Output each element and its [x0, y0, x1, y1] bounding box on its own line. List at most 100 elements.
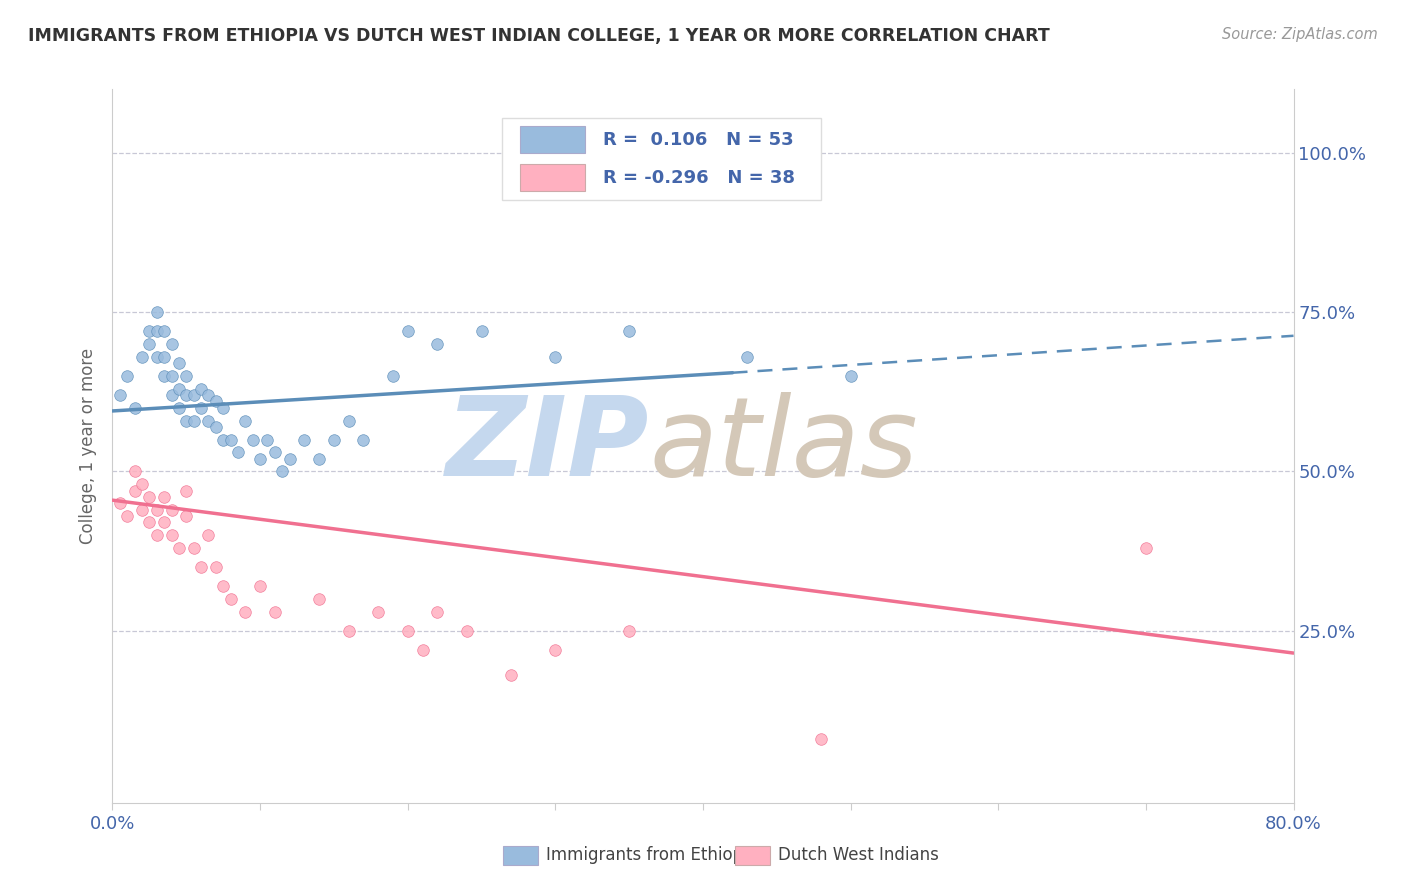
Point — [167, 401, 190, 415]
Point — [138, 516, 160, 530]
Point — [352, 433, 374, 447]
Point — [197, 528, 219, 542]
Text: ZIP: ZIP — [446, 392, 650, 500]
Point — [544, 643, 567, 657]
Point — [544, 350, 567, 364]
Point — [367, 605, 389, 619]
Point — [160, 337, 183, 351]
Point — [205, 420, 228, 434]
Point — [153, 350, 176, 364]
Point — [117, 509, 138, 524]
Point — [308, 591, 330, 606]
Point — [456, 624, 478, 638]
Point — [271, 465, 294, 479]
Point — [411, 643, 433, 657]
Text: R =  0.106   N = 53: R = 0.106 N = 53 — [603, 131, 793, 149]
Point — [153, 324, 176, 338]
Point — [619, 624, 641, 638]
Point — [382, 368, 405, 383]
Bar — [735, 846, 770, 865]
FancyBboxPatch shape — [502, 118, 821, 200]
Point — [337, 413, 360, 427]
Point — [264, 445, 287, 459]
Point — [160, 388, 183, 402]
Point — [160, 502, 183, 516]
Point — [205, 560, 228, 574]
Point — [810, 732, 832, 747]
Point — [108, 388, 131, 402]
Point — [183, 541, 205, 555]
Point — [131, 502, 153, 516]
Point — [167, 382, 190, 396]
Point — [323, 433, 346, 447]
Point — [174, 413, 197, 427]
Point — [292, 433, 315, 447]
Point — [174, 483, 197, 498]
Point — [839, 368, 862, 383]
Bar — [520, 127, 585, 153]
Point — [219, 591, 242, 606]
Point — [737, 350, 759, 364]
Point — [167, 356, 190, 370]
Point — [212, 579, 235, 593]
Point — [426, 605, 449, 619]
Y-axis label: College, 1 year or more: College, 1 year or more — [79, 348, 97, 544]
Point — [205, 394, 228, 409]
Point — [124, 401, 146, 415]
Point — [197, 413, 219, 427]
Point — [501, 668, 523, 682]
Point — [212, 433, 235, 447]
Text: Dutch West Indians: Dutch West Indians — [778, 847, 938, 864]
Point — [264, 605, 287, 619]
Point — [174, 368, 197, 383]
Point — [146, 350, 169, 364]
Text: IMMIGRANTS FROM ETHIOPIA VS DUTCH WEST INDIAN COLLEGE, 1 YEAR OR MORE CORRELATIO: IMMIGRANTS FROM ETHIOPIA VS DUTCH WEST I… — [28, 27, 1050, 45]
Point — [183, 388, 205, 402]
Point — [153, 490, 176, 504]
Point — [174, 388, 197, 402]
Point — [249, 451, 271, 466]
Point — [190, 401, 212, 415]
Point — [160, 528, 183, 542]
Point — [146, 324, 169, 338]
Point — [146, 528, 169, 542]
Point — [167, 541, 190, 555]
Point — [183, 413, 205, 427]
Point — [146, 502, 169, 516]
Point — [278, 451, 301, 466]
Text: Immigrants from Ethiopia: Immigrants from Ethiopia — [546, 847, 758, 864]
Point — [190, 560, 212, 574]
Point — [131, 350, 153, 364]
Point — [197, 388, 219, 402]
Point — [108, 496, 131, 510]
Point — [146, 305, 169, 319]
Point — [396, 324, 419, 338]
Point — [124, 483, 146, 498]
Point — [160, 368, 183, 383]
Point — [153, 368, 176, 383]
Point — [619, 324, 641, 338]
Text: R = -0.296   N = 38: R = -0.296 N = 38 — [603, 169, 794, 186]
Point — [131, 477, 153, 491]
Point — [117, 368, 138, 383]
Point — [174, 509, 197, 524]
Text: atlas: atlas — [650, 392, 918, 500]
Point — [233, 605, 256, 619]
Point — [256, 433, 278, 447]
Bar — [503, 846, 538, 865]
Bar — [520, 164, 585, 191]
Point — [242, 433, 264, 447]
Point — [212, 401, 235, 415]
Point — [138, 490, 160, 504]
Point — [426, 337, 449, 351]
Point — [138, 324, 160, 338]
Point — [1135, 541, 1157, 555]
Point — [337, 624, 360, 638]
Text: Source: ZipAtlas.com: Source: ZipAtlas.com — [1222, 27, 1378, 42]
Point — [470, 324, 494, 338]
Point — [153, 516, 176, 530]
Point — [219, 433, 242, 447]
Point — [249, 579, 271, 593]
Point — [308, 451, 330, 466]
Point — [190, 382, 212, 396]
